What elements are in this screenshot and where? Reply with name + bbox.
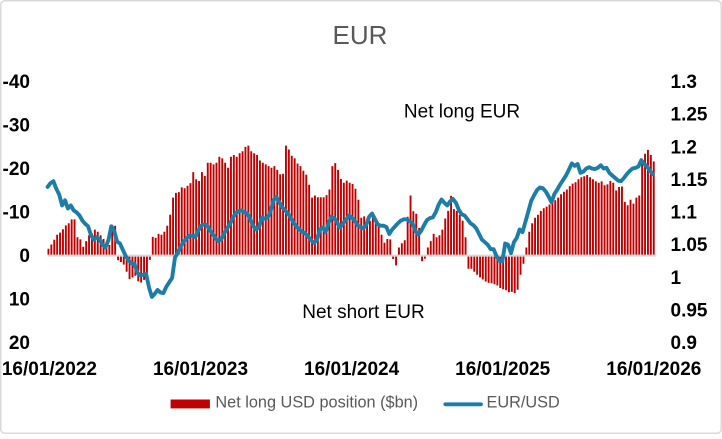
svg-text:Net short EUR: Net short EUR xyxy=(302,302,424,323)
svg-text:16/01/2026: 16/01/2026 xyxy=(606,359,701,380)
svg-text:20: 20 xyxy=(9,333,30,354)
svg-text:-40: -40 xyxy=(3,72,30,93)
svg-text:-10: -10 xyxy=(3,203,30,224)
svg-text:1.2: 1.2 xyxy=(671,137,697,158)
svg-text:EUR/USD: EUR/USD xyxy=(487,394,560,412)
svg-text:1.1: 1.1 xyxy=(671,203,698,224)
svg-text:-20: -20 xyxy=(3,159,30,180)
svg-text:EUR: EUR xyxy=(333,20,388,50)
svg-text:1: 1 xyxy=(671,268,682,289)
svg-text:0.95: 0.95 xyxy=(671,301,708,322)
svg-text:-30: -30 xyxy=(3,116,30,137)
svg-text:16/01/2022: 16/01/2022 xyxy=(2,359,97,380)
svg-text:10: 10 xyxy=(9,290,30,311)
svg-text:Net long USD position ($bn): Net long USD position ($bn) xyxy=(215,394,418,412)
svg-text:0.9: 0.9 xyxy=(671,333,697,354)
svg-text:16/01/2024: 16/01/2024 xyxy=(304,359,400,380)
svg-text:1.05: 1.05 xyxy=(671,235,708,256)
svg-text:1.3: 1.3 xyxy=(671,72,697,93)
svg-text:1.15: 1.15 xyxy=(671,170,708,191)
svg-text:0: 0 xyxy=(19,246,30,267)
svg-text:16/01/2023: 16/01/2023 xyxy=(153,359,248,380)
svg-text:1.25: 1.25 xyxy=(671,105,708,126)
svg-text:16/01/2025: 16/01/2025 xyxy=(455,359,551,380)
svg-text:Net long EUR: Net long EUR xyxy=(404,102,520,123)
